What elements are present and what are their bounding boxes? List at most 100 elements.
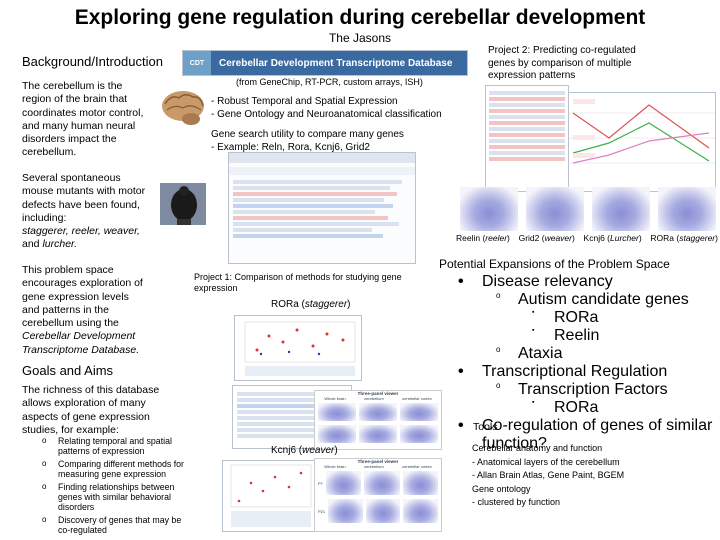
viewer-col: Whole brain — [324, 396, 346, 401]
table-row — [489, 133, 565, 137]
table-row — [489, 139, 565, 143]
text-line: The richness of this database — [22, 384, 160, 396]
item-text: RORa — [554, 309, 599, 326]
gene-list-row — [233, 222, 399, 226]
tools-line: - Anatomical layers of the cerebellum — [472, 456, 620, 467]
item-text: RORa — [554, 399, 599, 416]
database-name: Transcriptome Database. — [22, 343, 140, 356]
rora-scatter-plot — [234, 315, 362, 381]
gene-list-screenshot — [228, 152, 416, 264]
gene-selection-screenshot — [485, 85, 569, 192]
table-row — [489, 109, 565, 113]
item-text: Reelin — [554, 327, 600, 344]
bullet-square: ▪ — [532, 399, 535, 406]
viewer-title: Three-panel viewer — [357, 391, 399, 396]
tools-line: - clustered by function — [472, 497, 561, 507]
text-line: The cerebellum is the — [22, 80, 123, 92]
expansion-item: • Disease relevancy — [456, 273, 716, 291]
background-paragraph-3: This problem space encourages exploratio… — [22, 264, 172, 357]
text-line: region of the brain that — [22, 93, 128, 106]
text-line: Finding relationships between — [58, 481, 175, 492]
gene-name: Reelin ( — [456, 233, 486, 243]
gene-name: RORa ( — [271, 299, 305, 310]
bullet-square: ▪ — [532, 327, 535, 334]
expansion-subitem: o Autism candidate genes — [456, 291, 716, 309]
viewer-col: cerebellum — [364, 396, 384, 401]
item-text: Disease relevancy — [482, 273, 613, 290]
ish-label: Kcnj6 (Lurcher) — [584, 233, 642, 243]
text-line: and many human neural — [22, 119, 136, 132]
mutant-lurcher: lurcher. — [42, 238, 78, 251]
text-line: including: — [22, 211, 67, 224]
mutant-name: reeler — [485, 233, 508, 243]
text-line: expression — [194, 283, 238, 293]
feature-line: - Robust Temporal and Spatial Expression — [211, 96, 398, 107]
rora-label: RORa (staggerer) — [271, 299, 351, 310]
kcnj6-scatter-plot — [222, 460, 316, 532]
text-line: defects have been found, — [22, 198, 140, 211]
feature-line: - Gene Ontology and Neuroanatomical clas… — [211, 109, 442, 120]
gene-list-row — [233, 192, 397, 196]
text-line: encourages exploration of — [22, 277, 143, 290]
item-text: Transcription Factors — [518, 381, 668, 398]
bullet-dot: • — [458, 363, 464, 380]
database-banner: CDT Cerebellar Development Transcriptome… — [182, 50, 468, 76]
gene-name: RORa ( — [650, 233, 680, 243]
text-line: and patterns in the — [22, 303, 109, 316]
ish-labels-row: Reelin (reeler) Grid2 (weaver) Kcnj6 (Lu… — [456, 233, 718, 243]
gene-name: Grid2 ( — [518, 233, 545, 243]
tools-line: Gene ontology — [472, 483, 531, 494]
bullet-dot: • — [458, 417, 464, 434]
text-line: Project 2: Predicting co-regulated — [488, 45, 636, 56]
paren: ) — [638, 233, 642, 243]
text-and: and — [22, 238, 43, 251]
ish-image-kcnj6 — [592, 187, 650, 231]
tools-list: Cerebellar anatomy and function - Anatom… — [472, 442, 712, 510]
project1-text: Project 1: Comparison of methods for stu… — [194, 272, 430, 294]
gene-list-row — [233, 204, 394, 208]
paren: ) — [334, 445, 338, 456]
section-image — [400, 425, 438, 443]
search-line: - Example: Reln, Rora, Kcnj6, Grid2 — [211, 142, 370, 153]
section-image — [400, 403, 438, 421]
cdt-logo: CDT — [183, 51, 211, 75]
mutant-name: weaver — [544, 233, 572, 243]
text-line: aspects of gene expression — [22, 410, 150, 423]
mutant-name: staggerer — [679, 233, 716, 243]
viewer-col: Whole brain — [324, 464, 346, 469]
gene-list-row — [233, 234, 383, 238]
item-text: function? — [482, 435, 547, 452]
section-image — [318, 425, 356, 443]
table-row — [489, 103, 565, 107]
tools-line: - Allan Brain Atlas, Gene Paint, BGEM — [472, 470, 625, 480]
table-row — [489, 115, 565, 119]
ish-label: Grid2 (weaver) — [519, 233, 575, 243]
gene-list-rows — [229, 175, 415, 243]
table-row — [237, 416, 347, 420]
text-line: disorders — [58, 502, 95, 513]
text-line: measuring gene expression — [58, 469, 167, 480]
bullet-circle: o — [496, 291, 501, 300]
text-line: cerebellum. — [22, 146, 77, 159]
text-line: expression patterns — [488, 70, 576, 81]
text-line: Comparing different methods for — [58, 458, 184, 469]
project2-text: Project 2: Predicting co-regulated genes… — [488, 45, 688, 83]
search-utility-text: Gene search utility to compare many gene… — [211, 128, 404, 154]
gene-name: Kcnj6 ( — [271, 445, 303, 456]
tools-heading: Tools — [473, 421, 498, 433]
expansion-subitem: o Ataxia — [456, 345, 716, 363]
kcnj6-label: Kcnj6 (weaver) — [271, 445, 338, 456]
background-heading: Background/Introduction — [22, 54, 163, 69]
section-image — [403, 499, 438, 523]
poster-authors: The Jasons — [328, 31, 392, 45]
item-text: Transcriptional Regulation — [482, 363, 668, 380]
viewer-images — [315, 423, 441, 445]
database-banner-title: Cerebellar Development Transcriptome Dat… — [211, 51, 467, 75]
mutant-name: weaver — [302, 445, 335, 456]
expansion-subsubitem: ▪ RORa — [456, 399, 716, 417]
background-paragraph-2: Several spontaneous mouse mutants with m… — [22, 172, 172, 252]
gene-list-row — [233, 180, 403, 184]
viewer-images: P7 — [315, 469, 441, 497]
ish-image-grid2 — [526, 187, 584, 231]
